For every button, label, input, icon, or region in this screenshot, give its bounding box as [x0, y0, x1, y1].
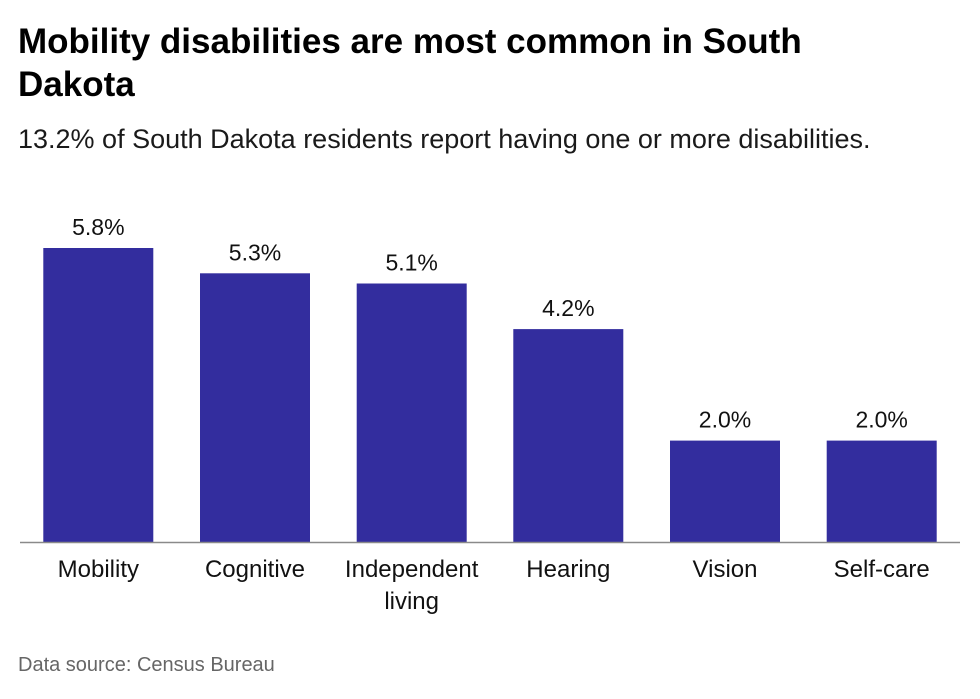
bar-vision	[670, 440, 780, 542]
bar-independent-living	[356, 283, 467, 542]
category-label: Hearing	[526, 556, 610, 583]
value-label: 4.2%	[542, 295, 594, 321]
chart-title: Mobility disabilities are most common in…	[18, 22, 802, 104]
bar-mobility	[43, 248, 154, 542]
bar-self-care	[826, 440, 937, 542]
category-label: Self-care	[834, 556, 930, 583]
data-source-note: Data source: Census Bureau	[18, 654, 275, 676]
value-label: 2.0%	[699, 407, 751, 433]
value-label: 2.0%	[855, 407, 907, 433]
category-label: Cognitive	[205, 556, 305, 583]
chart-subtitle: 13.2% of South Dakota residents report h…	[18, 124, 871, 154]
category-label: Mobility	[58, 556, 139, 583]
category-label: Vision	[693, 556, 758, 583]
value-label: 5.8%	[72, 214, 124, 240]
value-label: 5.1%	[385, 250, 437, 276]
category-label: Independent living	[345, 556, 479, 615]
bar-cognitive	[200, 273, 310, 542]
bar-hearing	[513, 329, 624, 542]
value-label: 5.3%	[229, 239, 281, 265]
